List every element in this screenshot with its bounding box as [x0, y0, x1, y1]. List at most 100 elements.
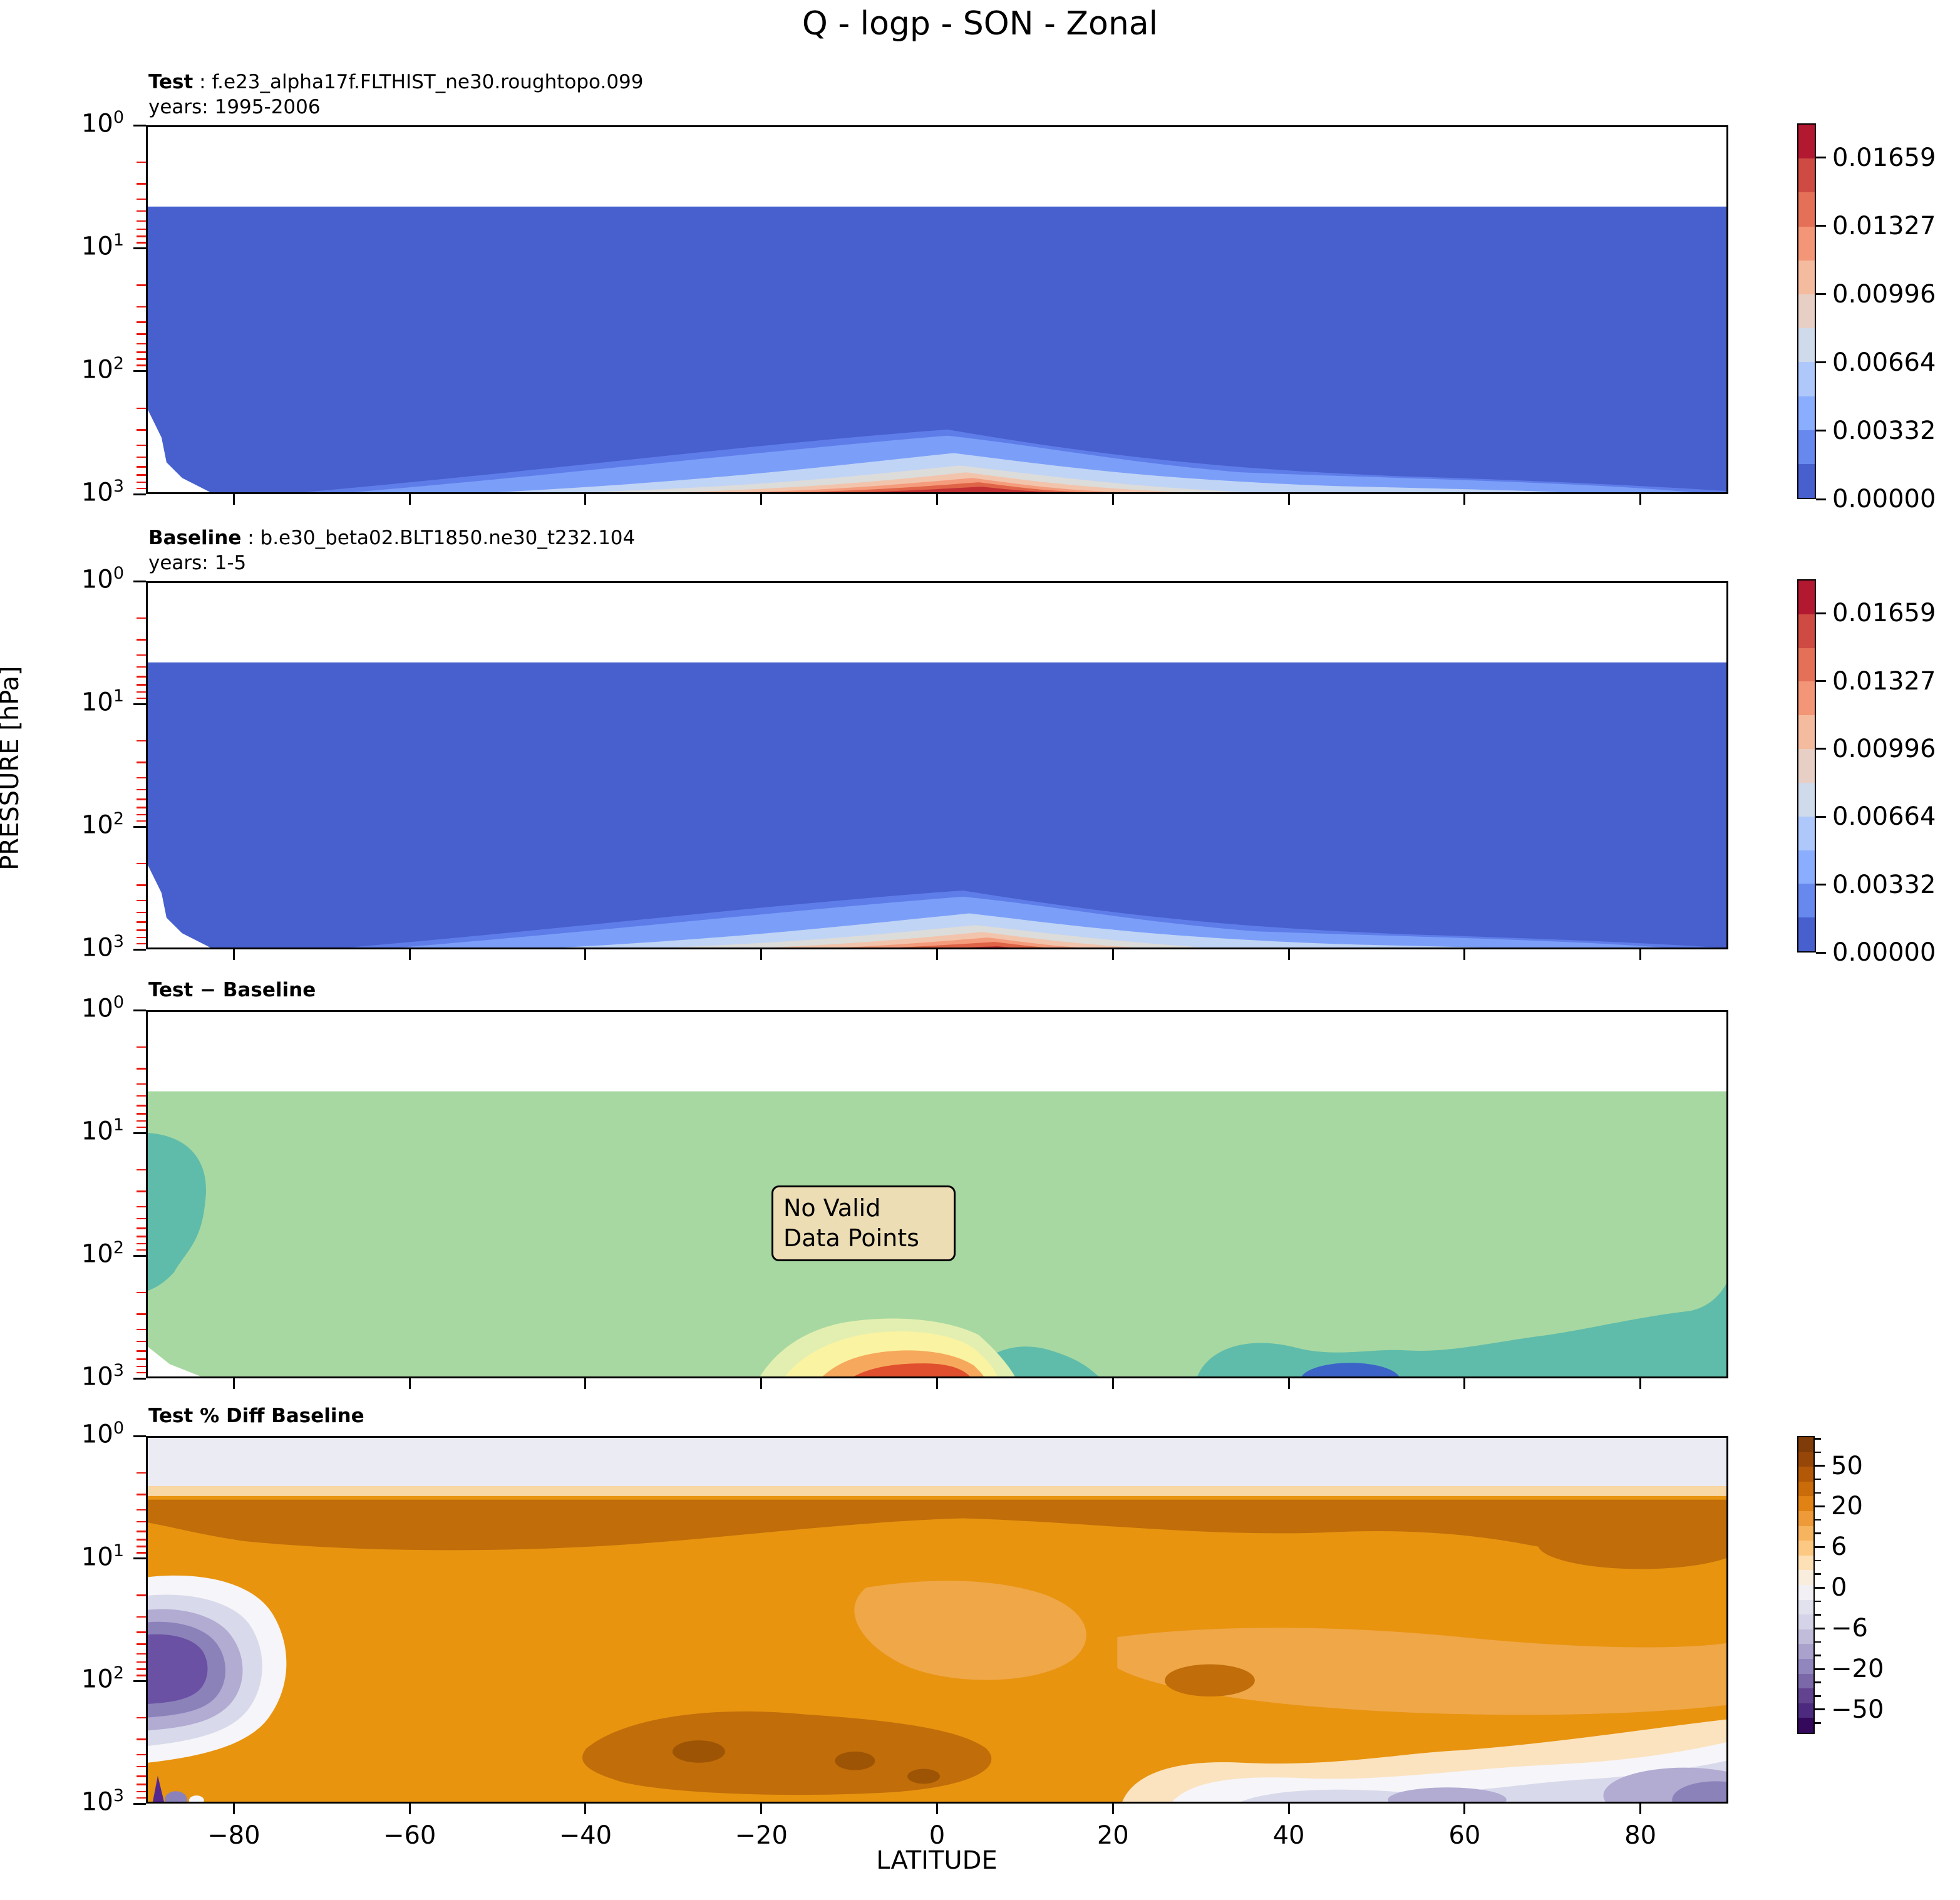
y-tick-label: 102 [81, 353, 124, 384]
colorbar-segment [1798, 648, 1815, 682]
y-major-tick [133, 825, 146, 828]
colorbar-segment [1798, 226, 1815, 261]
y-major-tick [133, 247, 146, 249]
colorbar-segment [1798, 715, 1815, 750]
y-minor-tick [137, 1653, 146, 1655]
x-major-tick [760, 1378, 763, 1389]
colorbar-segment [1798, 362, 1815, 396]
y-minor-tick [137, 358, 146, 360]
colorbar-tick [1815, 1465, 1825, 1467]
y-minor-tick [137, 1494, 146, 1495]
colorbar-tick [1816, 293, 1826, 296]
colorbar-segment [1798, 430, 1815, 464]
y-minor-tick [137, 1113, 146, 1115]
x-tick-label: 80 [1624, 1821, 1657, 1850]
colorbar-tick [1815, 1708, 1825, 1711]
y-tick-label: 100 [81, 993, 124, 1023]
y-minor-tick [137, 1083, 146, 1085]
colorbar-segment [1798, 1437, 1813, 1452]
x-major-tick [1287, 1378, 1290, 1389]
y-minor-tick [137, 1521, 146, 1522]
y-tick-label: 100 [81, 108, 124, 138]
colorbar-tick [1816, 361, 1826, 364]
colorbar-tick-label: 0.00000 [1832, 485, 1936, 514]
y-axis-label: PRESSURE [hPa] [0, 666, 24, 870]
x-major-tick [408, 494, 411, 505]
y-minor-tick [137, 1190, 146, 1192]
colorbar-tick [1816, 815, 1826, 818]
y-minor-tick [137, 1509, 146, 1511]
y-major-tick [133, 948, 146, 951]
y-minor-tick [137, 1371, 146, 1374]
colorbar-segment [1798, 192, 1815, 227]
colorbar-tick-label: 0.01327 [1832, 211, 1936, 240]
colorbar-minor-tick [1815, 1614, 1821, 1616]
x-major-tick [760, 949, 763, 960]
x-major-tick [1463, 1378, 1466, 1389]
x-major-tick [232, 949, 235, 960]
x-major-tick [1287, 494, 1290, 505]
y-minor-tick [137, 1668, 146, 1670]
y-minor-tick [137, 813, 146, 816]
baseline-years: years: 1-5 [148, 551, 247, 574]
x-major-tick [936, 494, 938, 505]
y-minor-tick [137, 1616, 146, 1618]
y-minor-tick [137, 1105, 146, 1107]
y-minor-tick [137, 466, 146, 468]
x-major-tick [232, 1378, 235, 1389]
x-major-tick [1287, 949, 1290, 960]
x-major-tick [408, 1378, 411, 1389]
y-tick-label: 103 [81, 1361, 124, 1391]
y-minor-tick [137, 1365, 146, 1368]
x-major-tick [1287, 1804, 1290, 1814]
y-minor-tick [137, 1775, 146, 1777]
x-major-tick [1639, 1804, 1642, 1814]
colorbar-tick [1816, 498, 1826, 500]
y-tick-label: 102 [81, 809, 124, 840]
y-minor-tick [137, 1313, 146, 1315]
y-minor-tick [137, 1546, 146, 1547]
colorbar-segment [1798, 749, 1815, 783]
x-major-tick [936, 949, 938, 960]
test-years: years: 1995-2006 [148, 95, 321, 118]
colorbar-segment [1798, 681, 1815, 716]
panel-test [146, 125, 1728, 494]
colorbar-tick [1815, 1586, 1825, 1589]
x-tick-label: −20 [735, 1821, 788, 1850]
diff-label: Test − Baseline [148, 979, 316, 1001]
y-minor-tick [137, 798, 146, 800]
y-minor-tick [137, 284, 146, 286]
q-field-baseline [148, 662, 1726, 947]
y-minor-tick [137, 1095, 146, 1097]
figure-title: Q - logp - SON - Zonal [802, 5, 1158, 43]
y-minor-tick [137, 1358, 146, 1360]
colorbar-pct-diff [1797, 1436, 1815, 1734]
y-minor-tick [137, 235, 146, 237]
y-minor-tick [137, 407, 146, 410]
y-minor-tick [137, 921, 146, 923]
y-major-tick [133, 1254, 146, 1257]
colorbar-segment [1798, 850, 1815, 884]
y-minor-tick [137, 210, 146, 212]
y-minor-tick [137, 697, 146, 700]
annotation-line2: Data Points [783, 1224, 919, 1252]
colorbar-segment [1798, 1526, 1813, 1541]
colorbar-tick-label: 0.00332 [1832, 416, 1936, 445]
y-tick-label: 102 [81, 1238, 124, 1269]
y-major-tick [133, 370, 146, 373]
x-axis-label: LATITUDE [876, 1846, 998, 1875]
x-major-tick [936, 1804, 938, 1814]
colorbar-tick-label: −50 [1831, 1695, 1884, 1724]
panel-baseline-subtitle: Baseline : b.e30_beta02.BLT1850.ne30_t23… [148, 526, 635, 576]
y-major-tick [133, 1435, 146, 1437]
colorbar-minor-tick [1815, 1681, 1821, 1683]
x-major-tick [1639, 949, 1642, 960]
colorbar-segment [1798, 1688, 1813, 1703]
strong-positive-band [148, 1499, 1726, 1552]
test-case-name: : f.e23_alpha17f.FLTHIST_ne30.roughtopo.… [193, 71, 644, 93]
colorbar-tick [1816, 612, 1826, 614]
colorbar-tick-label: 0.01659 [1832, 143, 1936, 172]
colorbar-tick-label: 0.00000 [1832, 938, 1936, 967]
y-minor-tick [137, 884, 146, 886]
